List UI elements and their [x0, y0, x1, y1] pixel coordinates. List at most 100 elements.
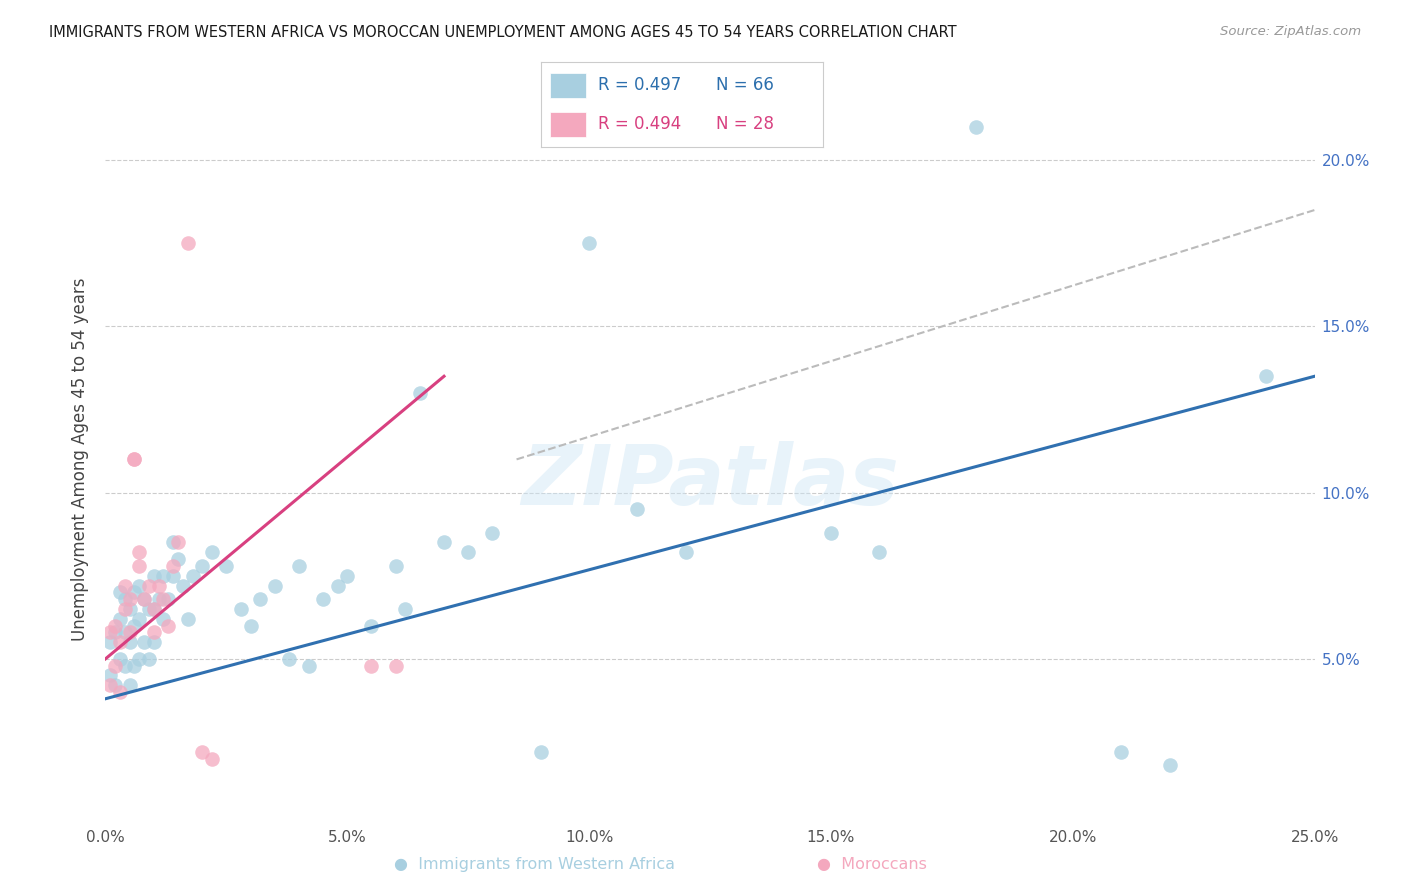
- Point: [191, 558, 214, 573]
- Point: [108, 585, 131, 599]
- Point: [201, 751, 224, 765]
- Point: [433, 535, 456, 549]
- Point: [114, 592, 136, 607]
- Point: [124, 585, 146, 599]
- Point: [181, 568, 204, 582]
- Point: [134, 592, 156, 607]
- Point: [98, 668, 121, 682]
- Point: [138, 602, 160, 616]
- Text: Source: ZipAtlas.com: Source: ZipAtlas.com: [1220, 25, 1361, 38]
- Point: [215, 558, 238, 573]
- Point: [278, 652, 301, 666]
- Point: [326, 579, 349, 593]
- Point: [965, 120, 987, 134]
- Point: [118, 625, 141, 640]
- Point: [104, 625, 127, 640]
- Point: [384, 558, 406, 573]
- Point: [138, 579, 160, 593]
- Point: [626, 502, 648, 516]
- Text: R = 0.494: R = 0.494: [598, 115, 681, 133]
- Point: [104, 678, 127, 692]
- Point: [108, 652, 131, 666]
- Point: [360, 658, 382, 673]
- Point: [128, 652, 150, 666]
- Point: [167, 535, 190, 549]
- Point: [108, 612, 131, 626]
- Point: [868, 545, 890, 559]
- Point: [142, 602, 165, 616]
- Text: IMMIGRANTS FROM WESTERN AFRICA VS MOROCCAN UNEMPLOYMENT AMONG AGES 45 TO 54 YEAR: IMMIGRANTS FROM WESTERN AFRICA VS MOROCC…: [49, 25, 957, 40]
- Point: [124, 452, 146, 467]
- Point: [152, 612, 174, 626]
- Point: [118, 592, 141, 607]
- Point: [162, 535, 184, 549]
- Point: [167, 552, 190, 566]
- Point: [297, 658, 319, 673]
- Point: [118, 602, 141, 616]
- Point: [409, 385, 432, 400]
- Point: [128, 579, 150, 593]
- Point: [142, 625, 165, 640]
- Point: [263, 579, 285, 593]
- Point: [114, 625, 136, 640]
- Point: [148, 592, 170, 607]
- Point: [128, 545, 150, 559]
- Y-axis label: Unemployment Among Ages 45 to 54 years: Unemployment Among Ages 45 to 54 years: [72, 277, 90, 641]
- Text: N = 28: N = 28: [716, 115, 773, 133]
- Point: [118, 635, 141, 649]
- Point: [481, 525, 503, 540]
- Point: [229, 602, 252, 616]
- Point: [124, 618, 146, 632]
- Point: [124, 658, 146, 673]
- Point: [312, 592, 335, 607]
- Point: [176, 236, 198, 251]
- Point: [162, 558, 184, 573]
- Point: [128, 612, 150, 626]
- Point: [108, 685, 131, 699]
- Point: [162, 568, 184, 582]
- Point: [138, 652, 160, 666]
- Point: [239, 618, 262, 632]
- Point: [157, 618, 180, 632]
- Point: [172, 579, 194, 593]
- Point: [394, 602, 416, 616]
- Text: ●  Immigrants from Western Africa: ● Immigrants from Western Africa: [394, 857, 675, 872]
- Point: [249, 592, 271, 607]
- Point: [675, 545, 697, 559]
- Point: [1109, 745, 1132, 759]
- Point: [148, 579, 170, 593]
- Point: [134, 592, 156, 607]
- Point: [142, 602, 165, 616]
- Text: N = 66: N = 66: [716, 77, 773, 95]
- Point: [128, 558, 150, 573]
- Point: [820, 525, 842, 540]
- Point: [142, 635, 165, 649]
- Point: [118, 678, 141, 692]
- Bar: [550, 72, 586, 98]
- Point: [104, 658, 127, 673]
- Point: [142, 568, 165, 582]
- Point: [176, 612, 198, 626]
- Text: ZIPatlas: ZIPatlas: [522, 441, 898, 522]
- Point: [1159, 758, 1181, 772]
- Point: [201, 545, 224, 559]
- Point: [114, 579, 136, 593]
- Point: [152, 592, 174, 607]
- Point: [360, 618, 382, 632]
- Point: [1256, 369, 1278, 384]
- Point: [98, 678, 121, 692]
- Point: [336, 568, 359, 582]
- Point: [457, 545, 479, 559]
- Text: ●  Moroccans: ● Moroccans: [817, 857, 927, 872]
- Point: [530, 745, 553, 759]
- Point: [104, 618, 127, 632]
- Point: [114, 658, 136, 673]
- Point: [157, 592, 180, 607]
- Point: [108, 635, 131, 649]
- Point: [384, 658, 406, 673]
- Point: [152, 568, 174, 582]
- Point: [191, 745, 214, 759]
- Point: [98, 625, 121, 640]
- Bar: [550, 112, 586, 137]
- Point: [124, 452, 146, 467]
